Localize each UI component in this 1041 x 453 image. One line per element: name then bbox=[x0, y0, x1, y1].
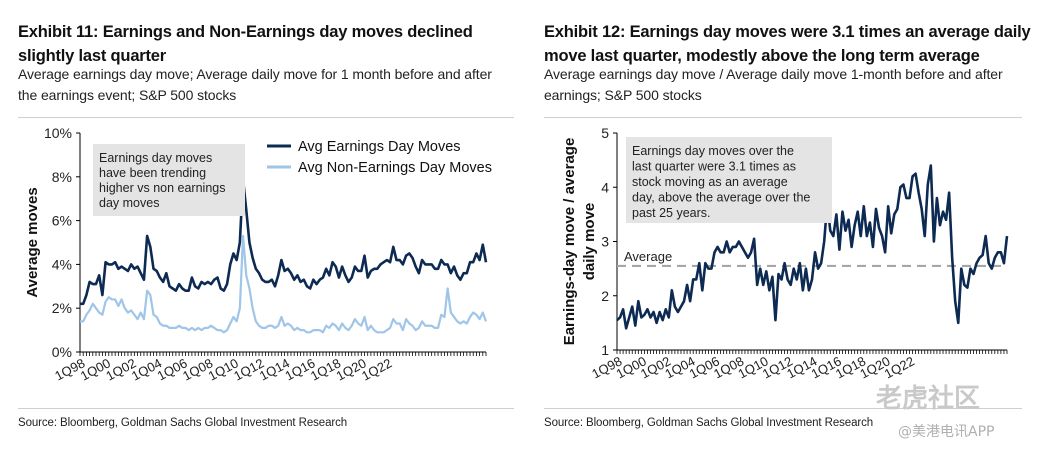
annotation-text: higher vs non earnings bbox=[99, 181, 225, 195]
legend-label: Avg Earnings Day Moves bbox=[298, 139, 461, 155]
exhibit-11-source: Source: Bloomberg, Goldman Sachs Global … bbox=[18, 417, 348, 429]
y-tick-label: 4 bbox=[601, 179, 609, 195]
y-tick-label: 8% bbox=[52, 169, 72, 185]
exhibit-11-subtitle: Average earnings day move; Average daily… bbox=[18, 66, 492, 103]
exhibit-12-top-rule bbox=[544, 117, 1022, 118]
exhibit-11-title: Exhibit 11: Earnings and Non-Earnings da… bbox=[18, 23, 473, 65]
annotation-text: have been trending bbox=[99, 166, 206, 180]
exhibit-12-title: Exhibit 12: Earnings day moves were 3.1 … bbox=[544, 23, 1031, 65]
annotation-box bbox=[626, 137, 832, 223]
annotation-text: stock moving as an average bbox=[632, 175, 788, 189]
legend-label: Avg Non-Earnings Day Moves bbox=[298, 160, 492, 176]
exhibit-11-chart: 0%2%4%6%8%10%1Q981Q001Q021Q041Q061Q081Q1… bbox=[24, 125, 492, 384]
y-axis-title: Average moves bbox=[24, 187, 41, 297]
annotation-text: Earnings day moves over the bbox=[632, 144, 794, 158]
series-line-primary bbox=[80, 177, 488, 306]
x-tick-label: 1Q22 bbox=[359, 355, 394, 383]
series-line-primary bbox=[616, 164, 1009, 330]
annotation-box bbox=[93, 144, 245, 216]
annotation-text: day, above the average over the bbox=[632, 191, 810, 205]
exhibit-12-subtitle: Average earnings day move / Average dail… bbox=[544, 66, 1003, 103]
average-label: Average bbox=[624, 249, 672, 264]
y-axis-title: daily move bbox=[581, 203, 598, 281]
exhibit-12-source: Source: Bloomberg, Goldman Sachs Global … bbox=[544, 417, 874, 429]
y-tick-label: 3 bbox=[601, 234, 609, 250]
exhibit-11-panel: Exhibit 11: Earnings and Non-Earnings da… bbox=[18, 0, 518, 453]
y-tick-label: 1 bbox=[601, 342, 609, 358]
annotation-text: day moves bbox=[99, 196, 159, 210]
watermark-community: 老虎社区 bbox=[876, 384, 981, 414]
exhibit-11-bottom-rule bbox=[18, 408, 514, 409]
annotation-text: Earnings day moves bbox=[99, 151, 212, 165]
exhibit-12-panel: Exhibit 12: Earnings day moves were 3.1 … bbox=[544, 0, 1041, 453]
exhibit-12-chart: 123451Q981Q001Q021Q041Q061Q081Q101Q121Q1… bbox=[561, 125, 1009, 382]
y-tick-label: 5 bbox=[601, 125, 609, 141]
y-tick-label: 2% bbox=[52, 300, 72, 316]
y-tick-label: 4% bbox=[52, 256, 72, 272]
series-line-secondary bbox=[80, 234, 488, 334]
watermark-app: @美港电讯APP bbox=[898, 424, 995, 440]
exhibit-12-bottom-rule bbox=[544, 408, 1022, 409]
annotation-text: last quarter were 3.1 times as bbox=[632, 160, 796, 174]
exhibit-11-top-rule bbox=[18, 117, 514, 118]
y-tick-label: 0% bbox=[52, 344, 72, 360]
y-tick-label: 2 bbox=[601, 288, 609, 304]
annotation-text: past 25 years. bbox=[632, 206, 711, 220]
y-axis-title: Earnings-day move / average bbox=[561, 138, 578, 346]
y-tick-label: 6% bbox=[52, 213, 72, 229]
y-tick-label: 10% bbox=[44, 125, 72, 141]
